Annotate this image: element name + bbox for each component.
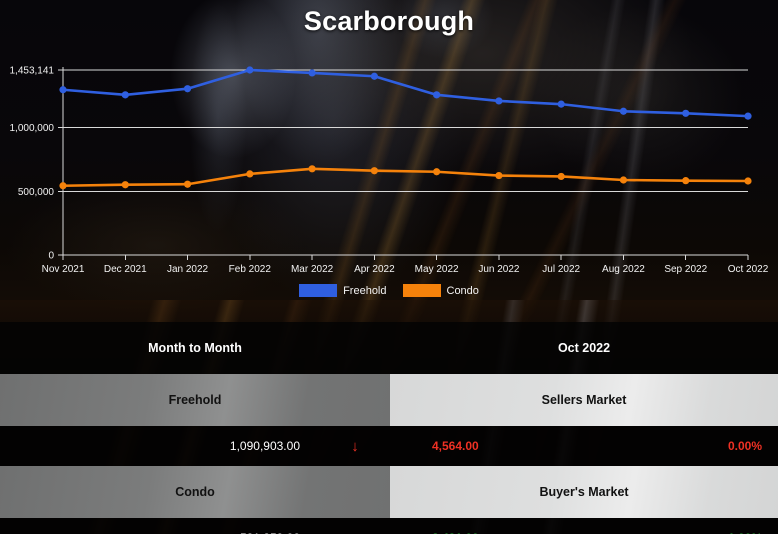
legend-label-freehold: Freehold: [343, 284, 387, 297]
freehold-value: 1,090,903.00: [229, 439, 300, 453]
svg-text:Feb 2022: Feb 2022: [229, 264, 272, 275]
svg-text:500,000: 500,000: [18, 187, 55, 198]
svg-text:Oct 2022: Oct 2022: [728, 264, 769, 275]
table-label-sellers-market: Sellers Market: [390, 374, 778, 426]
page-title: Scarborough: [303, 6, 475, 36]
svg-text:1,453,141: 1,453,141: [10, 66, 55, 77]
svg-text:Jul 2022: Jul 2022: [542, 264, 580, 275]
svg-text:1,000,000: 1,000,000: [10, 123, 55, 134]
summary-table: Month to Month Oct 2022 Freehold Sellers…: [0, 322, 778, 534]
legend-item-freehold[interactable]: Freehold: [299, 284, 387, 297]
table-header-month-to-month: Month to Month: [148, 341, 242, 355]
up-arrow-icon: ↑: [300, 531, 410, 534]
svg-text:Dec 2021: Dec 2021: [104, 264, 147, 275]
legend-item-condo[interactable]: Condo: [402, 284, 479, 297]
svg-text:Aug 2022: Aug 2022: [602, 264, 645, 275]
svg-text:0: 0: [48, 251, 54, 262]
legend-label-condo: Condo: [446, 284, 479, 297]
freehold-delta: 4,564.00: [432, 439, 479, 453]
chart-gridlines: [58, 67, 749, 260]
svg-text:Jun 2022: Jun 2022: [478, 264, 520, 275]
chart-x-axis-labels: Nov 2021 Dec 2021 Jan 2022 Feb 2022 Mar 2022…: [42, 264, 769, 275]
svg-text:May 2022: May 2022: [415, 264, 459, 275]
freehold-percent: 0.00%: [727, 439, 762, 453]
chart-y-axis-labels: 0 500,000 1,000,000 1,453,141: [10, 66, 55, 262]
svg-text:Apr 2022: Apr 2022: [354, 264, 395, 275]
table-label-buyers-market: Buyer's Market: [390, 466, 778, 518]
table-header-row: Month to Month Oct 2022: [0, 322, 778, 374]
legend-swatch-freehold: [299, 284, 338, 297]
legend-swatch-condo: [402, 284, 441, 297]
table-header-period: Oct 2022: [557, 341, 611, 355]
chart-svg: 0 500,000 1,000,000 1,453,141 Nov 2021 Dec 2…: [10, 66, 769, 276]
svg-text:Nov 2021: Nov 2021: [42, 264, 85, 275]
svg-text:Jan 2022: Jan 2022: [167, 264, 209, 275]
down-arrow-icon: ↓: [351, 437, 359, 455]
table-row: 1,090,903.00 ↓ 4,564.00 0.00%: [0, 426, 778, 466]
table-label-condo: Condo: [0, 466, 390, 518]
table-row: 581,259.00 ↑ 8,431.00 1.00%: [0, 518, 778, 534]
svg-text:Mar 2022: Mar 2022: [291, 264, 334, 275]
svg-text:Sep 2022: Sep 2022: [664, 264, 707, 275]
line-chart: 0 500,000 1,000,000 1,453,141 Nov 2021 Dec 2…: [0, 52, 778, 307]
table-subheader-freehold-row: Freehold Sellers Market: [0, 374, 778, 426]
table-subheader-condo-row: Condo Buyer's Market: [0, 466, 778, 518]
chart-legend: Freehold Condo: [0, 284, 778, 297]
table-label-freehold: Freehold: [0, 374, 390, 426]
